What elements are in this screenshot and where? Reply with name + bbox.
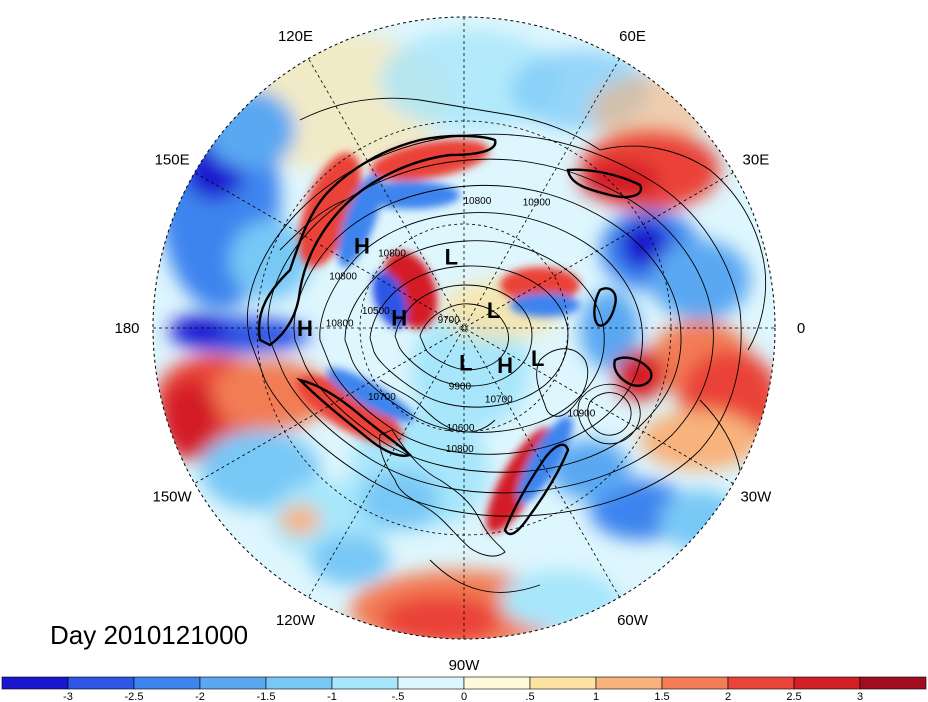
contour-label: 10800 bbox=[329, 272, 357, 283]
colorbar-swatch bbox=[463, 676, 531, 690]
contour-label: 10900 bbox=[567, 408, 595, 419]
colorbar-swatch bbox=[793, 676, 861, 690]
lon-label: 120E bbox=[278, 28, 313, 45]
contour-label: 10900 bbox=[523, 197, 551, 208]
colorbar-tick-label: 2 bbox=[725, 691, 731, 702]
contour-label: 10800 bbox=[326, 319, 354, 330]
colorbar-swatch bbox=[727, 676, 795, 690]
lon-label: 60E bbox=[619, 28, 646, 45]
high-pressure-label: H bbox=[297, 316, 313, 341]
colorbar: -3 -2.5 -2 -1.5 -1 -.5 0 .5 1 1.5 2 2.5 3 bbox=[1, 676, 927, 702]
contour-label: 10800 bbox=[463, 196, 491, 207]
contour-value-labels: 10800 10900 10800 10800 10800 10500 9700 9900 10… bbox=[326, 196, 596, 455]
lon-label: 30E bbox=[743, 152, 770, 169]
high-pressure-label: H bbox=[391, 306, 407, 331]
colorbar-tick-label: -.5 bbox=[392, 691, 405, 702]
colorbar-swatch bbox=[1, 676, 69, 690]
lon-label: 0 bbox=[797, 320, 805, 337]
colorbar-swatch bbox=[265, 676, 333, 690]
low-pressure-label: L bbox=[459, 351, 472, 376]
lon-label: 90W bbox=[449, 657, 481, 674]
colorbar-swatch bbox=[859, 676, 927, 690]
jet-isotachs bbox=[257, 134, 653, 536]
colorbar-swatch bbox=[67, 676, 135, 690]
colorbar-swatch bbox=[529, 676, 597, 690]
lon-label: 150E bbox=[155, 152, 190, 169]
contour-label: 10500 bbox=[362, 306, 390, 317]
colorbar-tick-label: -1.5 bbox=[257, 691, 276, 702]
longitude-labels: 90E60E30E030W60W90W120W150W180150E120E bbox=[114, 28, 805, 674]
contour-label: 10600 bbox=[447, 423, 475, 434]
colorbar-swatch bbox=[199, 676, 267, 690]
colorbar-tick-label: 1 bbox=[593, 691, 599, 702]
lon-label: 180 bbox=[114, 320, 139, 337]
colorbar-tick-label: 3 bbox=[857, 691, 863, 702]
colorbar-swatch bbox=[661, 676, 729, 690]
colorbar-tick-label: .5 bbox=[525, 691, 534, 702]
colorbar-tick-label: -2.5 bbox=[125, 691, 144, 702]
colorbar-tick-label: -2 bbox=[195, 691, 205, 702]
contour-label: 10800 bbox=[378, 248, 406, 259]
contour-label: 10700 bbox=[368, 392, 396, 403]
colorbar-tick-label: -3 bbox=[63, 691, 73, 702]
day-title: Day 2010121000 bbox=[50, 620, 249, 650]
map-boundary bbox=[152, 16, 776, 640]
colorbar-tick-label: -1 bbox=[327, 691, 337, 702]
graticule bbox=[153, 17, 775, 639]
low-pressure-label: L bbox=[531, 346, 544, 371]
high-pressure-label: H bbox=[354, 233, 370, 258]
colorbar-tick-label: 2.5 bbox=[786, 691, 801, 702]
coastlines bbox=[279, 97, 767, 593]
contour-label: 9700 bbox=[438, 315, 461, 326]
high-pressure-label: H bbox=[497, 353, 513, 378]
contour-label: 9900 bbox=[449, 382, 472, 393]
lon-label: 150W bbox=[153, 489, 193, 506]
low-pressure-label: L bbox=[445, 245, 458, 270]
lon-label: 30W bbox=[740, 489, 772, 506]
colorbar-tick-label: 0 bbox=[461, 691, 467, 702]
colorbar-swatch bbox=[397, 676, 465, 690]
contour-label: 10800 bbox=[446, 444, 474, 455]
lon-label: 120W bbox=[276, 612, 316, 629]
colorbar-swatch bbox=[133, 676, 201, 690]
contour-label: 10700 bbox=[485, 394, 513, 405]
lon-label: 60W bbox=[617, 612, 649, 629]
colorbar-swatch bbox=[595, 676, 663, 690]
colorbar-tick-label: 1.5 bbox=[654, 691, 669, 702]
colorbar-swatch bbox=[331, 676, 399, 690]
low-pressure-label: L bbox=[487, 298, 500, 323]
